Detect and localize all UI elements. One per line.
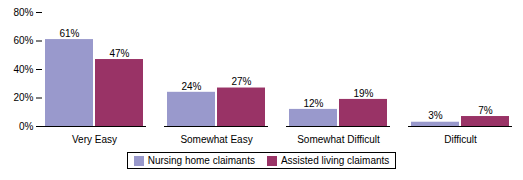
svg-text:Somewhat Difficult: Somewhat Difficult (297, 134, 380, 145)
svg-text:Difficult: Difficult (444, 134, 477, 145)
svg-text:60%: 60% (13, 35, 33, 46)
svg-text:Somewhat Easy: Somewhat Easy (180, 134, 252, 145)
svg-text:61%: 61% (59, 28, 79, 39)
svg-text:80%: 80% (13, 7, 33, 18)
html-text:Assisted living claimants: Assisted living claimants (280, 155, 390, 166)
svg-text:Very Easy: Very Easy (72, 134, 117, 145)
svg-text:0%: 0% (19, 121, 34, 132)
svg-text:24%: 24% (181, 81, 201, 92)
svg-text:7%: 7% (478, 105, 493, 116)
svg-text:20%: 20% (13, 92, 33, 103)
svg-text:3%: 3% (428, 110, 443, 121)
svg-text:27%: 27% (231, 76, 251, 87)
svg-text:40%: 40% (13, 64, 33, 75)
svg-text:19%: 19% (353, 88, 373, 99)
html-text:Nursing home claimants: Nursing home claimants (147, 155, 255, 166)
svg-text:12%: 12% (303, 98, 323, 109)
svg-text:47%: 47% (109, 48, 129, 59)
